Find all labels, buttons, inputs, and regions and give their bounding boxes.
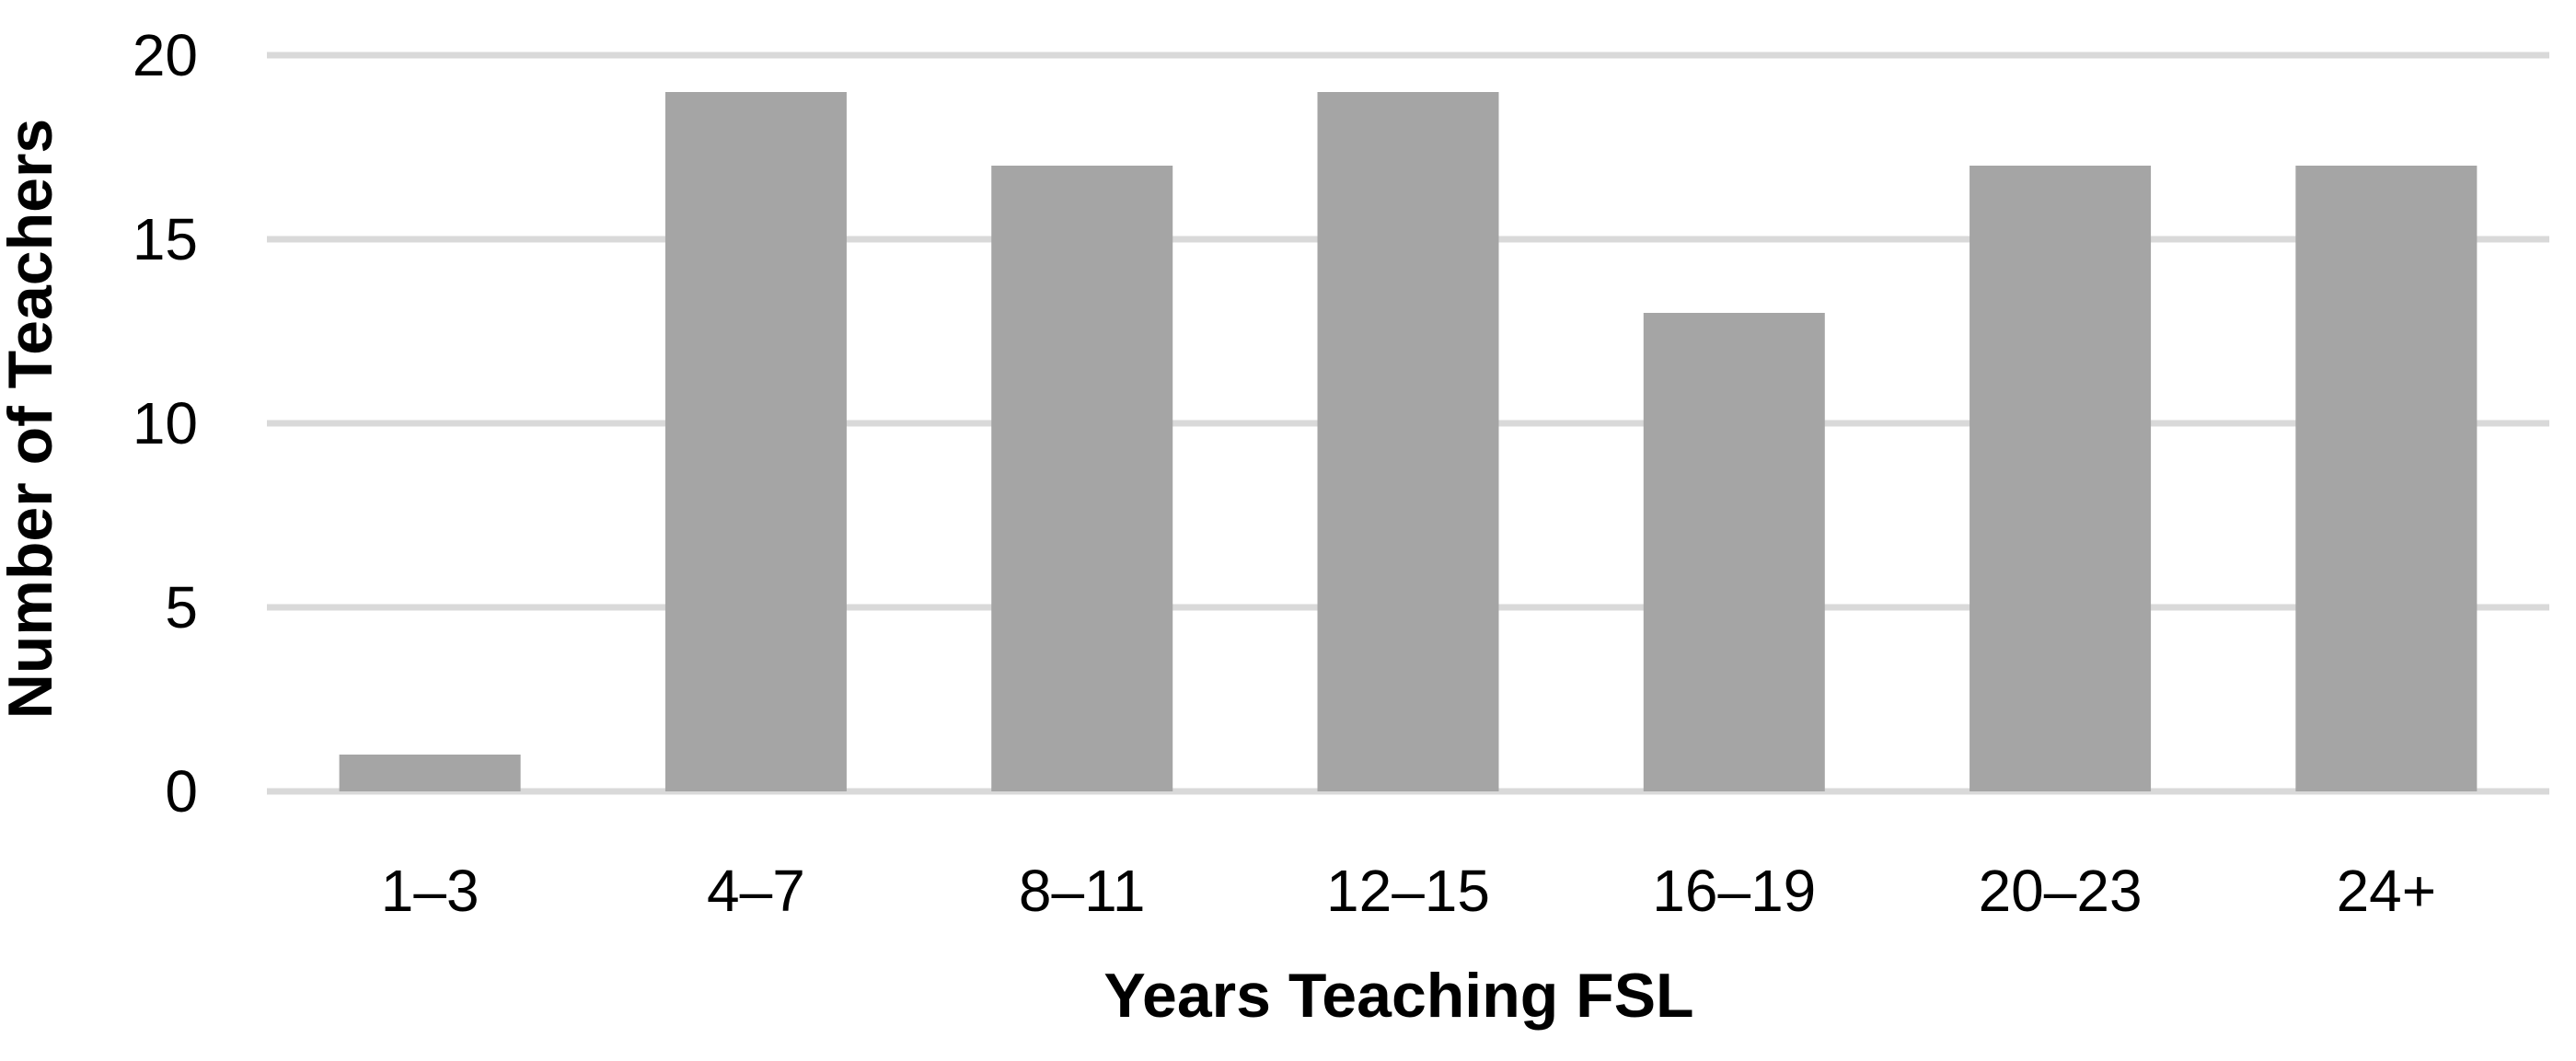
y-tick-label: 5 (165, 574, 198, 640)
y-tick-label: 15 (133, 206, 198, 272)
bars (339, 92, 2478, 791)
bar (991, 166, 1173, 791)
x-tick-label: 4–7 (707, 858, 805, 924)
x-tick-label: 20–23 (1979, 858, 2143, 924)
bar (1643, 313, 1825, 791)
bar (2295, 166, 2478, 791)
bar (1970, 166, 2152, 791)
x-axis-ticks: 1–3 4–7 8–11 12–15 16–19 20–23 24+ (381, 858, 2436, 924)
x-tick-label: 16–19 (1652, 858, 1816, 924)
bar (1317, 92, 1499, 791)
x-tick-label: 24+ (2337, 858, 2437, 924)
bar (339, 755, 521, 791)
y-axis-title: Number of Teachers (0, 119, 65, 719)
y-axis-ticks: 0 5 10 15 20 (133, 22, 198, 825)
x-tick-label: 8–11 (1019, 858, 1146, 924)
y-tick-label: 0 (165, 758, 198, 825)
x-axis-title: Years Teaching FSL (1103, 961, 1693, 1031)
bar (664, 92, 847, 791)
x-tick-label: 12–15 (1326, 858, 1490, 924)
y-tick-label: 20 (133, 22, 198, 88)
y-tick-label: 10 (133, 390, 198, 456)
x-tick-label: 1–3 (381, 858, 479, 924)
